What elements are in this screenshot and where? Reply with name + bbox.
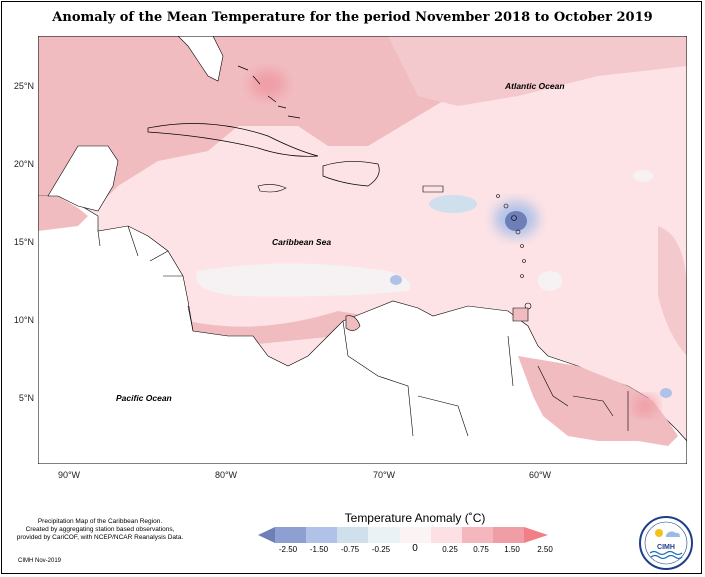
lesser-antilles (496, 194, 532, 310)
warm-band-north (38, 36, 468, 226)
lat-label-25: 25°N (13, 81, 34, 91)
trinidad-outline (512, 307, 529, 322)
cool-spot-antilles-core (505, 211, 527, 231)
lat-label-10: 10°N (13, 315, 34, 325)
anomaly-map (38, 36, 687, 464)
neutral-spot-southeast (538, 271, 562, 291)
lon-label-90: 90°W (57, 470, 81, 480)
lake-maracaibo (345, 315, 361, 331)
lon-label-80: 80°W (214, 470, 238, 480)
legend-tick-2: -1.50 (309, 545, 329, 554)
legend-tick-8: 1.50 (504, 545, 520, 554)
legend-tick-4: -0.25 (371, 545, 391, 554)
cuba-outline (147, 123, 319, 157)
legend-title: Temperature Anomaly (˚C) (344, 511, 486, 525)
legend-tick-1: -2.50 (278, 545, 298, 554)
legend-tick-6: 0.25 (442, 545, 458, 554)
credit-date: CIMH Nov-2019 (18, 558, 62, 564)
lon-label-60: 60°W (528, 470, 552, 480)
puerto-rico-outline (422, 185, 444, 193)
hispaniola-outline (322, 161, 380, 187)
lat-label-15: 15°N (13, 237, 34, 247)
cool-spot-west (429, 195, 477, 213)
credit-line-1: Precipitation Map of the Caribbean Regio… (37, 518, 163, 525)
cool-spot-small (390, 275, 402, 285)
bahamas-islands (237, 65, 301, 119)
legend-swatch-6 (431, 527, 462, 543)
legend-arrow-right (524, 527, 548, 543)
warm-spot-bahamas (250, 70, 286, 98)
florida-land (177, 36, 224, 82)
lat-label-20: 20°N (13, 159, 34, 169)
neutral-spot-east (633, 170, 653, 182)
atlantic-ocean-label: Atlantic Ocean (505, 81, 565, 91)
cool-spot-guiana (660, 388, 672, 398)
neutral-band (196, 263, 411, 297)
lat-label-5: 5°N (18, 393, 34, 403)
pacific-ocean-label: Pacific Ocean (116, 393, 172, 403)
jamaica-outline (257, 184, 287, 193)
legend-tick-3: -0.75 (340, 545, 360, 554)
warm-zone-guianas (518, 356, 678, 446)
map-credit: Precipitation Map of the Caribbean Regio… (10, 518, 190, 542)
legend-swatch-3 (337, 527, 368, 543)
legend-swatch-1 (275, 527, 306, 543)
credit-line-2: Created by aggregating station based obs… (25, 526, 175, 533)
cimh-logo-icon: CIMH (639, 516, 693, 570)
warm-patch-pacific (38, 196, 88, 231)
warm-band-north-east (388, 36, 687, 106)
warm-zone-east (658, 226, 687, 356)
legend-swatch-8 (493, 527, 524, 543)
legend-tick-7: 0.75 (473, 545, 489, 554)
legend-swatch-7 (462, 527, 493, 543)
map-title: Anomaly of the Mean Temperature for the … (52, 10, 653, 25)
legend-swatch-5 (400, 527, 431, 543)
credit-line-3: provided by CariCOF, with NCEP/NCAR Rean… (16, 534, 184, 541)
legend-arrow-left (258, 527, 275, 543)
legend-tick-9: 2.50 (537, 545, 553, 554)
yucatan-land (47, 145, 119, 212)
legend-swatch-2 (306, 527, 337, 543)
lon-label-70: 70°W (372, 470, 396, 480)
logo-text: CIMH (657, 544, 675, 551)
warm-spot-guiana (633, 396, 657, 416)
caribbean-sea-label: Caribbean Sea (272, 237, 332, 247)
color-legend (258, 527, 548, 543)
country-borders (97, 225, 629, 437)
legend-tick-5: 0 (412, 543, 418, 554)
legend-swatch-4 (368, 527, 400, 543)
